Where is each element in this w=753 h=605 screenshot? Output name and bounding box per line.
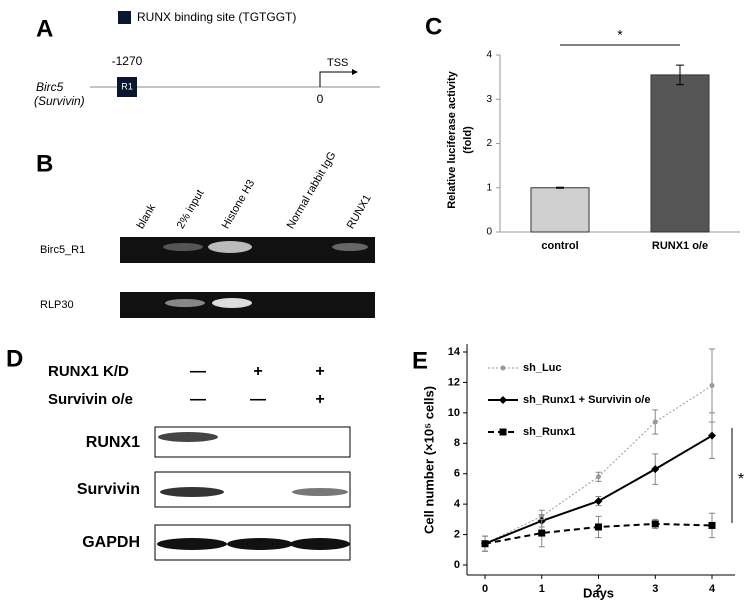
marker — [651, 520, 659, 528]
condition-sign: — — [250, 391, 266, 408]
y-tick-label: 8 — [454, 437, 460, 449]
y-tick-label: 4 — [486, 50, 492, 61]
tss-arrow — [319, 71, 352, 87]
condition-sign: + — [253, 363, 262, 380]
site-label: R1 — [121, 81, 133, 91]
marker — [500, 365, 506, 371]
gel-band — [212, 298, 252, 308]
blot-band — [157, 538, 227, 550]
tss-arrowhead — [352, 69, 358, 75]
marker — [481, 540, 489, 548]
marker — [596, 474, 601, 480]
legend-label: sh_Luc — [523, 362, 562, 374]
lane-label: blank — [135, 202, 159, 231]
row-label: RLP30 — [40, 299, 74, 311]
panel-letter: B — [36, 150, 53, 177]
panel-letter: A — [36, 15, 53, 42]
y-tick-label: 14 — [448, 346, 461, 358]
blot-label: Survivin — [77, 481, 140, 498]
lane-label: Histone H3 — [220, 178, 258, 231]
condition-label: Survivin o/e — [48, 391, 133, 408]
panel-letter: C — [425, 13, 442, 40]
x-axis-label: Days — [583, 585, 614, 600]
gene-alias: (Survivin) — [34, 94, 85, 108]
panel-letter: D — [6, 345, 23, 372]
marker — [708, 431, 716, 440]
legend-label: sh_Runx1 — [523, 426, 576, 438]
significance-star: * — [617, 27, 623, 43]
y-axis-label: Relative luciferase activity — [446, 70, 458, 208]
marker — [595, 523, 602, 531]
binding-site — [117, 77, 137, 97]
x-tick-label: control — [541, 240, 578, 252]
y-tick-label: 1 — [486, 182, 492, 193]
y-tick-label: 10 — [448, 407, 460, 419]
lane-label: 2% input — [175, 188, 207, 231]
blot-band — [227, 538, 293, 550]
blot-band — [290, 538, 350, 550]
bar — [650, 74, 710, 233]
gel-band — [208, 241, 252, 253]
y-tick-label: 12 — [448, 376, 460, 388]
marker — [651, 465, 660, 474]
x-tick-label: 2 — [595, 583, 601, 595]
legend-text: RUNX binding site (TGTGGT) — [137, 10, 296, 24]
error-bar — [556, 186, 564, 189]
marker — [499, 428, 507, 436]
y-tick-label: 3 — [486, 94, 492, 105]
row-label: Birc5_R1 — [40, 244, 85, 256]
legend-swatch — [118, 11, 131, 24]
marker — [538, 529, 546, 537]
blot-band — [158, 432, 218, 442]
x-tick-label: RUNX1 o/e — [652, 240, 708, 252]
condition-sign: + — [315, 391, 324, 408]
condition-label: RUNX1 K/D — [48, 363, 129, 380]
x-tick-label: 1 — [539, 583, 545, 595]
y-tick-label: 2 — [454, 528, 460, 540]
x-tick-label: 4 — [709, 583, 716, 595]
condition-sign: + — [315, 363, 324, 380]
tss-label: TSS — [327, 57, 348, 69]
gel-band — [165, 299, 205, 307]
lane-label: Normal rabbit IgG — [285, 150, 339, 231]
marker — [499, 396, 507, 404]
y-tick-label: 0 — [454, 559, 460, 571]
x-tick-label: 0 — [482, 583, 488, 595]
condition-sign: — — [190, 363, 206, 380]
blot-band — [160, 487, 224, 497]
site-position: -1270 — [112, 54, 143, 68]
y-tick-label: 6 — [454, 468, 460, 480]
blot-band — [292, 488, 348, 496]
y-tick-label: 4 — [454, 498, 461, 510]
y-axis-label: (fold) — [462, 126, 474, 154]
significance-star: * — [738, 471, 744, 488]
blot — [154, 426, 351, 458]
gene-name: Birc5 — [36, 80, 64, 94]
blot-label: RUNX1 — [86, 434, 140, 451]
legend-label: sh_Runx1 + Survivin o/e — [523, 394, 650, 406]
bar — [530, 187, 590, 233]
marker — [652, 419, 658, 425]
gel-band — [332, 243, 368, 251]
gel-band — [163, 243, 203, 251]
y-tick-label: 0 — [486, 227, 492, 238]
condition-sign: — — [190, 391, 206, 408]
marker — [594, 497, 603, 506]
y-tick-label: 2 — [486, 138, 492, 149]
lane-label: RUNX1 — [345, 193, 374, 231]
x-tick-label: 3 — [652, 583, 658, 595]
marker — [708, 521, 716, 529]
y-axis-label: Cell number (×10⁵ cells) — [421, 386, 436, 534]
blot-label: GAPDH — [82, 534, 140, 551]
tss-position: 0 — [317, 92, 324, 106]
marker — [709, 382, 715, 388]
error-bar — [676, 64, 684, 86]
panel-letter: E — [412, 347, 428, 374]
